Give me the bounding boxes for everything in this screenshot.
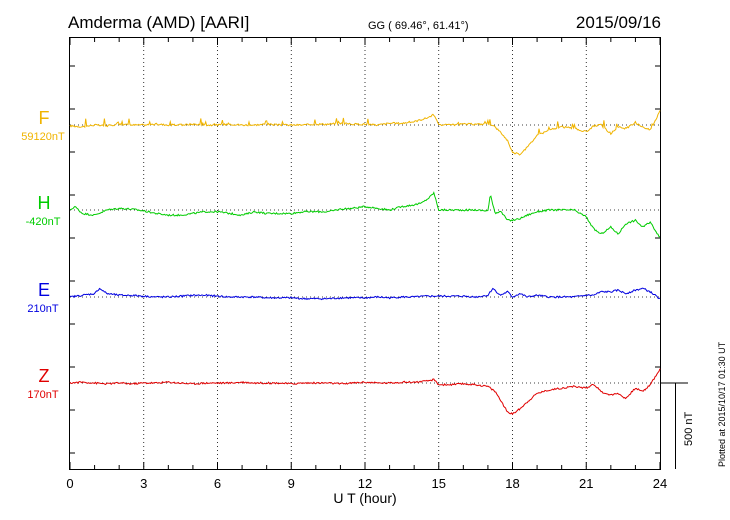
scale-bar-label: 500 nT (683, 411, 695, 446)
x-tick-label: 0 (66, 476, 73, 491)
plotted-at-note: Plotted at 2015/10/17 01:30 UT (717, 341, 727, 467)
x-tick-label: 24 (653, 476, 667, 491)
x-tick-label: 9 (288, 476, 295, 491)
channel-f-baseline: 59120nT (21, 131, 65, 143)
x-tick-label: 18 (505, 476, 519, 491)
x-tick-label: 6 (214, 476, 221, 491)
channel-labels: F 59120nT H -420nT E 210nT Z 170nT (21, 108, 65, 401)
x-axis-ticks: 0 3 6 9 12 15 18 21 24 (66, 38, 667, 491)
plot-frame (69, 37, 661, 470)
x-tick-label: 21 (579, 476, 593, 491)
scale-bar: 500 nT (661, 382, 695, 469)
grid (70, 38, 660, 469)
traces (69, 110, 661, 416)
coordinates-label: GG ( 69.46°, 61.41°) (368, 20, 469, 32)
trace-e (69, 287, 661, 301)
channel-e-label: E (38, 280, 50, 300)
trace-z (69, 368, 661, 416)
trace-h (69, 191, 661, 238)
channel-h-baseline: -420nT (26, 216, 61, 228)
x-axis-label: U T (hour) (333, 490, 396, 506)
date-label: 2015/09/16 (576, 13, 661, 32)
x-tick-label: 12 (358, 476, 372, 491)
x-tick-label: 3 (140, 476, 147, 491)
channel-h-label: H (38, 193, 51, 213)
channel-f-label: F (39, 108, 50, 128)
channel-z-label: Z (39, 366, 50, 386)
station-title: Amderma (AMD) [AARI] (68, 13, 249, 32)
trace-f (69, 110, 661, 156)
x-tick-label: 15 (432, 476, 446, 491)
channel-e-baseline: 210nT (27, 303, 58, 315)
channel-z-baseline: 170nT (27, 389, 58, 401)
